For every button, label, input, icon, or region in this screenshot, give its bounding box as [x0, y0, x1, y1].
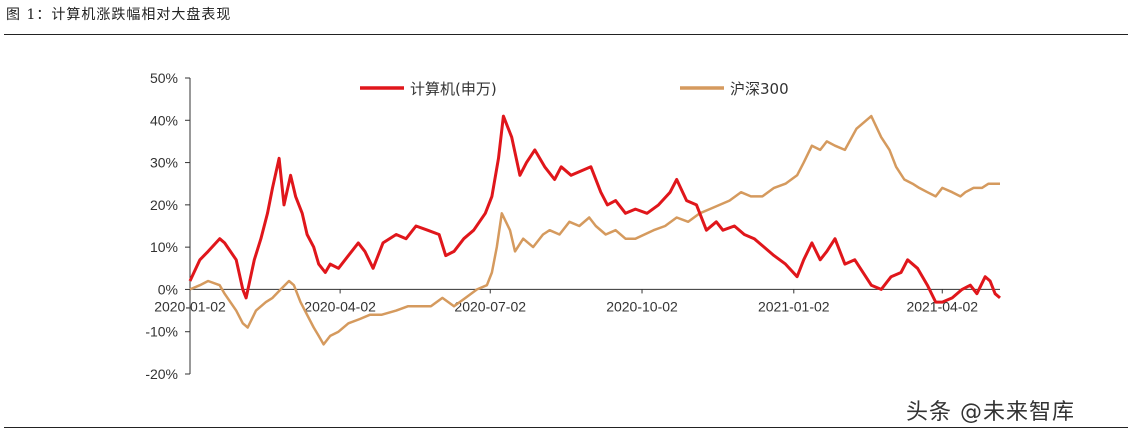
- x-tick-label: 2020-01-02: [154, 298, 226, 314]
- y-axis: -20% -10% 0% 10% 20% 30% 40% 50%: [145, 70, 191, 382]
- watermark: 头条 @未来智库: [906, 400, 1075, 425]
- x-tick-label: 2020-10-02: [606, 298, 678, 314]
- bottom-divider: [4, 427, 1128, 428]
- y-tick-label: -10%: [145, 324, 178, 340]
- y-tick-label: 40%: [150, 112, 178, 128]
- x-axis: 2020-01-02 2020-04-02 2020-07-02 2020-10-02…: [154, 288, 1000, 314]
- x-tick-label: 2020-04-02: [304, 298, 376, 314]
- figure-title: 图 1：计算机涨跌幅相对大盘表现: [6, 7, 232, 23]
- legend: 计算机(申万) 沪深300: [360, 80, 789, 98]
- y-tick-label: 20%: [150, 197, 178, 213]
- y-tick-label: 0%: [158, 281, 178, 297]
- x-tick-label: 2021-04-02: [906, 298, 978, 314]
- x-tick-label: 2020-07-02: [454, 298, 526, 314]
- x-tick-label: 2021-01-02: [758, 298, 830, 314]
- y-tick-label: 10%: [150, 239, 178, 255]
- legend-label: 计算机(申万): [410, 80, 497, 98]
- series-line-hs300: [189, 114, 1000, 346]
- series-line-computer: [188, 114, 1001, 304]
- y-tick-label: -20%: [145, 366, 178, 382]
- y-tick-label: 30%: [150, 155, 178, 171]
- series-layer: [188, 114, 1001, 346]
- top-divider: [4, 34, 1128, 35]
- y-tick-label: 50%: [150, 70, 178, 86]
- legend-label: 沪深300: [730, 80, 789, 98]
